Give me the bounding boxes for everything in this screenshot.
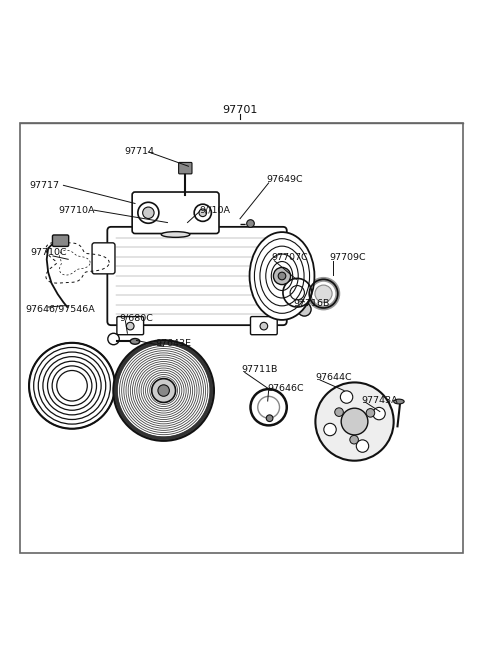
Ellipse shape bbox=[250, 232, 314, 320]
FancyBboxPatch shape bbox=[117, 317, 144, 334]
Ellipse shape bbox=[394, 399, 404, 404]
Text: 9//10A: 9//10A bbox=[199, 206, 230, 215]
Text: 97716B: 97716B bbox=[293, 299, 330, 308]
FancyBboxPatch shape bbox=[251, 317, 277, 334]
Text: 97711B: 97711B bbox=[241, 365, 278, 374]
Text: 97707C: 97707C bbox=[271, 254, 308, 262]
Ellipse shape bbox=[130, 338, 140, 344]
Circle shape bbox=[114, 340, 214, 441]
Circle shape bbox=[356, 440, 369, 452]
Text: 97646C: 97646C bbox=[268, 384, 304, 393]
Circle shape bbox=[274, 267, 290, 284]
Circle shape bbox=[324, 423, 336, 436]
Circle shape bbox=[158, 385, 169, 396]
FancyBboxPatch shape bbox=[92, 243, 115, 274]
Circle shape bbox=[315, 285, 332, 302]
Text: 97710A: 97710A bbox=[59, 206, 95, 215]
Text: 97646/97546A: 97646/97546A bbox=[25, 305, 95, 314]
Text: 97709C: 97709C bbox=[330, 254, 366, 262]
Text: 97701: 97701 bbox=[222, 105, 258, 115]
Circle shape bbox=[247, 219, 254, 227]
Circle shape bbox=[335, 408, 343, 417]
Circle shape bbox=[315, 382, 394, 461]
Text: 97644C: 97644C bbox=[315, 373, 352, 382]
FancyBboxPatch shape bbox=[132, 192, 219, 233]
Circle shape bbox=[194, 204, 211, 221]
Circle shape bbox=[309, 279, 338, 308]
Text: 97714: 97714 bbox=[124, 147, 155, 156]
Circle shape bbox=[340, 391, 353, 403]
Circle shape bbox=[278, 272, 286, 280]
FancyBboxPatch shape bbox=[179, 162, 192, 174]
Text: 9/680C: 9/680C bbox=[120, 313, 154, 323]
Text: 97710C: 97710C bbox=[30, 248, 67, 257]
Ellipse shape bbox=[161, 232, 190, 237]
Circle shape bbox=[138, 202, 159, 223]
Circle shape bbox=[143, 207, 154, 219]
Text: 97743A: 97743A bbox=[362, 396, 398, 405]
FancyBboxPatch shape bbox=[52, 235, 69, 246]
Text: 97643E: 97643E bbox=[155, 339, 191, 348]
Circle shape bbox=[350, 436, 359, 444]
Circle shape bbox=[126, 323, 134, 330]
Circle shape bbox=[199, 209, 206, 217]
FancyBboxPatch shape bbox=[108, 227, 287, 325]
Circle shape bbox=[366, 409, 375, 417]
Circle shape bbox=[298, 303, 311, 316]
Circle shape bbox=[152, 378, 176, 403]
Circle shape bbox=[260, 323, 268, 330]
Circle shape bbox=[266, 415, 273, 422]
Text: 97717: 97717 bbox=[29, 181, 59, 190]
Circle shape bbox=[341, 408, 368, 435]
Circle shape bbox=[373, 407, 385, 420]
Circle shape bbox=[283, 279, 312, 307]
Text: 97649C: 97649C bbox=[266, 175, 303, 184]
